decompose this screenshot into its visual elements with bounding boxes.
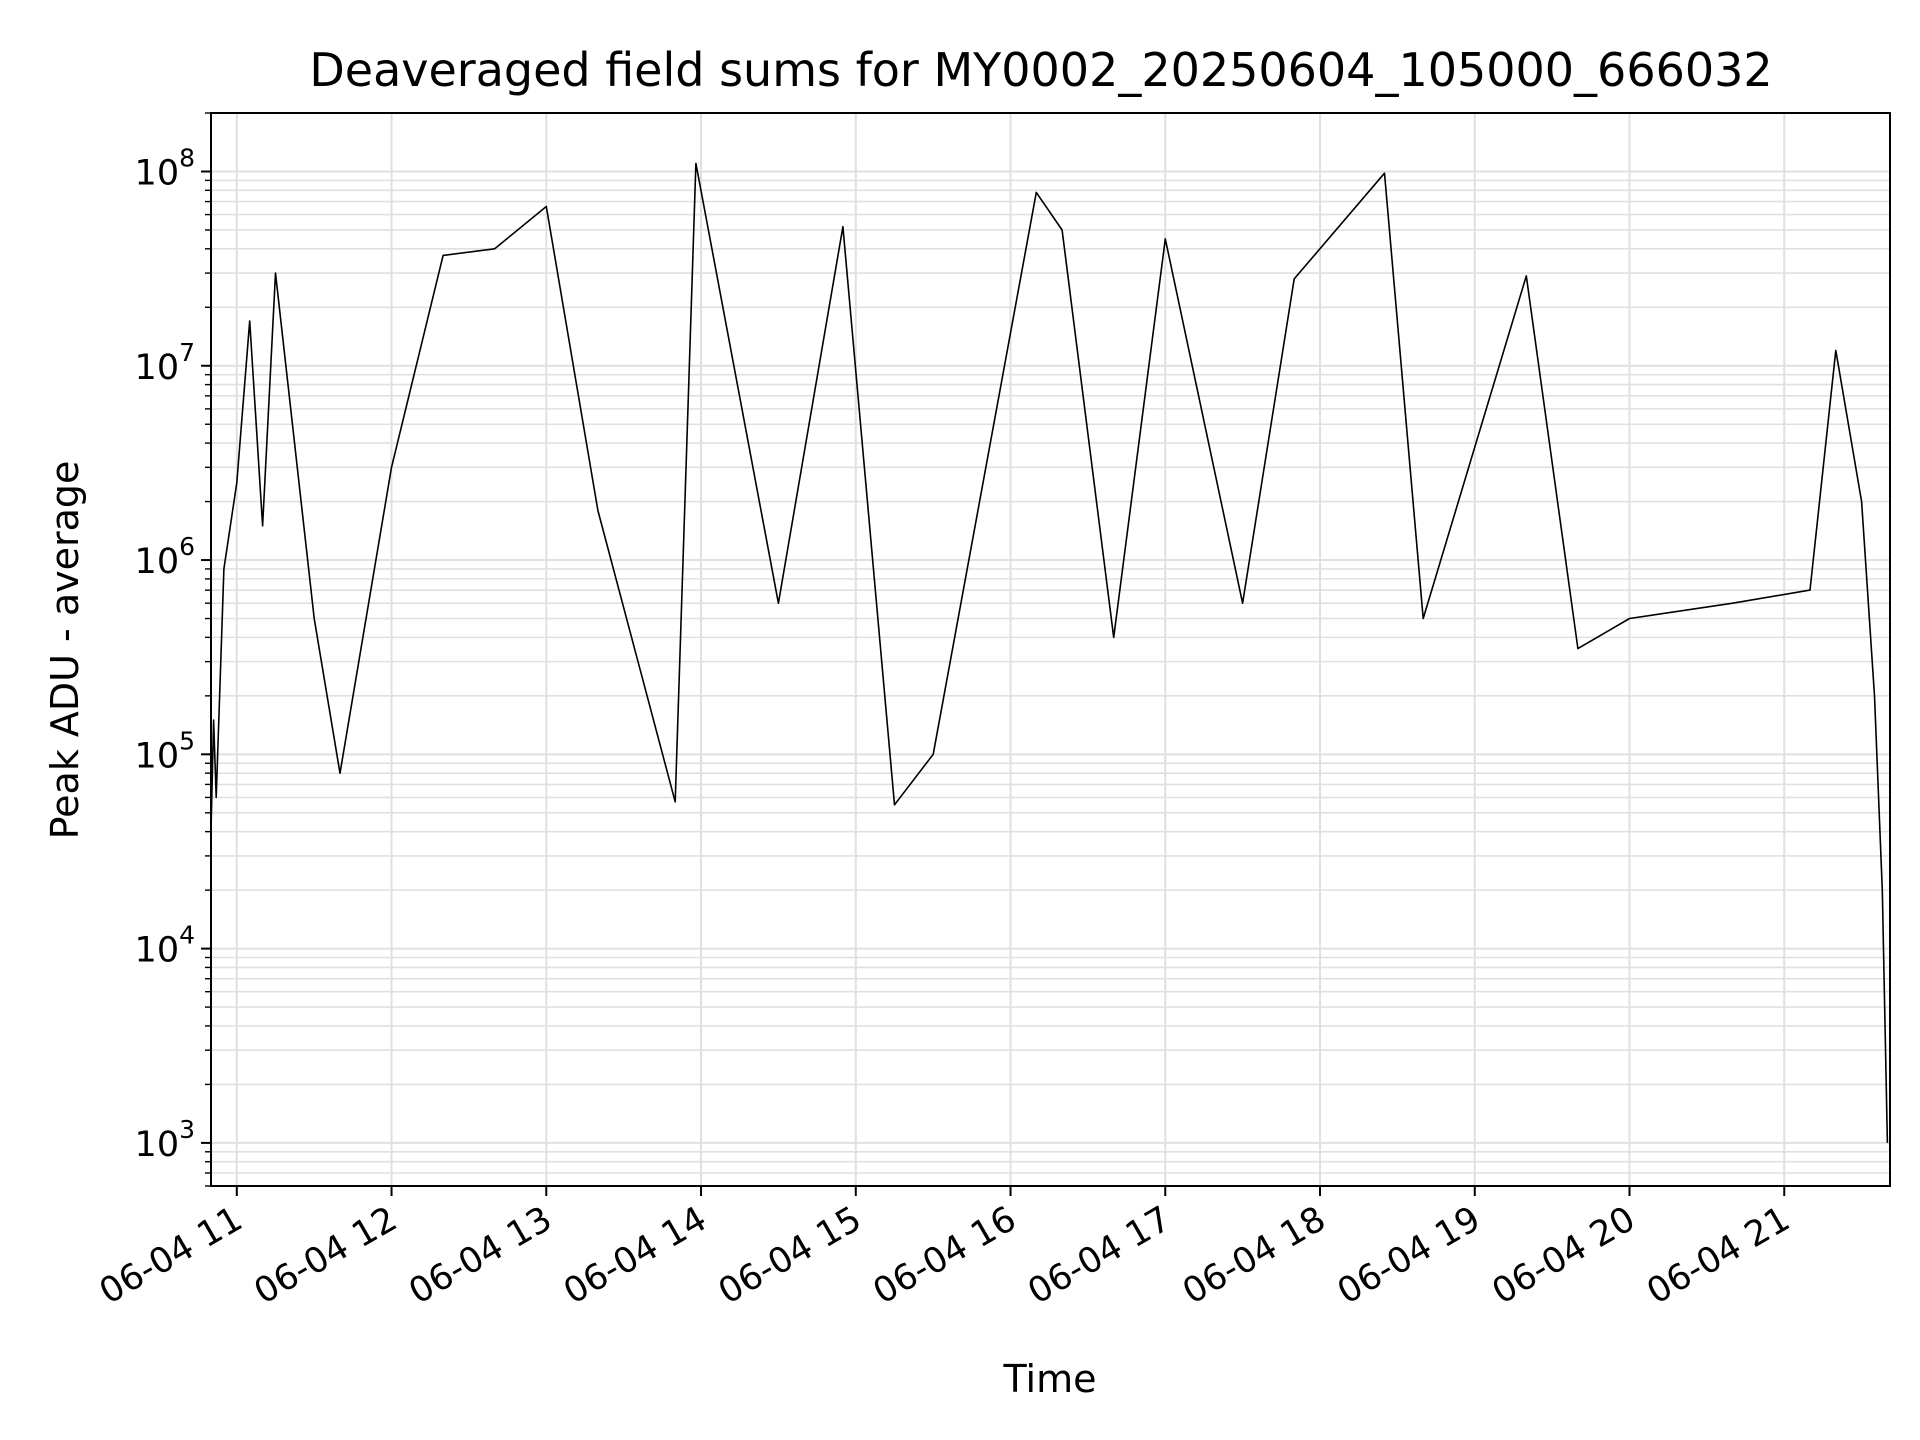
x-tick-label: 06-04 18 [1176, 1199, 1332, 1312]
x-tick-label: 06-04 12 [248, 1199, 404, 1312]
x-tick-label: 06-04 19 [1331, 1199, 1487, 1312]
y-tick-label: 103 [135, 1115, 195, 1165]
y-tick-exponent: 5 [179, 726, 195, 755]
x-axis-label: Time [1003, 1357, 1097, 1401]
y-tick-base: 10 [135, 542, 180, 582]
y-tick-label: 106 [135, 532, 195, 582]
y-tick-base: 10 [135, 153, 180, 193]
grid [211, 112, 1890, 1187]
x-tick-label: 06-04 16 [867, 1199, 1023, 1312]
y-tick-exponent: 3 [179, 1115, 195, 1144]
y-tick-base: 10 [135, 931, 180, 971]
y-tick-exponent: 7 [179, 338, 195, 367]
y-tick-exponent: 8 [179, 143, 195, 172]
chart-title: Deaveraged field sums for MY0002_2025060… [309, 43, 1772, 97]
y-axis-label: Peak ADU - average [43, 461, 87, 840]
y-tick-label: 104 [135, 921, 195, 971]
x-tick-label: 06-04 20 [1486, 1199, 1642, 1312]
y-tick-label: 105 [135, 726, 195, 776]
y-tick-label: 108 [135, 143, 195, 193]
y-tick-base: 10 [135, 1125, 180, 1165]
x-tick-label: 06-04 15 [712, 1199, 868, 1312]
data-layer [210, 162, 1889, 1143]
y-tick-exponent: 4 [179, 921, 195, 950]
plot-frame [210, 112, 1891, 1187]
y-tick-exponent: 6 [179, 532, 195, 561]
x-tick-label: 06-04 13 [402, 1199, 558, 1312]
y-tick-base: 10 [135, 736, 180, 776]
x-tick-label: 06-04 14 [557, 1199, 713, 1312]
x-tick-label: 06-04 11 [93, 1199, 249, 1312]
y-tick-base: 10 [135, 348, 180, 388]
series-line [210, 162, 1889, 1143]
x-tick-label: 06-04 17 [1021, 1199, 1177, 1312]
x-tick-label: 06-04 21 [1640, 1199, 1796, 1312]
y-tick-label: 107 [135, 338, 195, 388]
